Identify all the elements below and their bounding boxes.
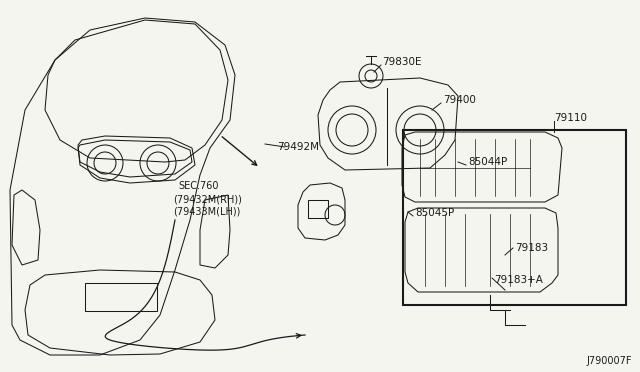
Text: 79183: 79183 (515, 243, 548, 253)
Text: 79492M: 79492M (277, 142, 319, 152)
Text: J790007F: J790007F (586, 356, 632, 366)
Text: 85045P: 85045P (415, 208, 454, 218)
Text: 79110: 79110 (554, 113, 587, 123)
Text: SEC.760: SEC.760 (178, 181, 218, 191)
Bar (403, 130, 626, 305)
Bar (308, 200, 328, 218)
Text: (79432M(RH)): (79432M(RH)) (173, 194, 242, 204)
Text: 85044P: 85044P (468, 157, 508, 167)
Text: (79433M(LH)): (79433M(LH)) (173, 207, 241, 217)
Bar (85, 283, 157, 311)
Text: 79183+A: 79183+A (494, 275, 543, 285)
Text: 79830E: 79830E (382, 57, 422, 67)
Text: 79400: 79400 (443, 95, 476, 105)
